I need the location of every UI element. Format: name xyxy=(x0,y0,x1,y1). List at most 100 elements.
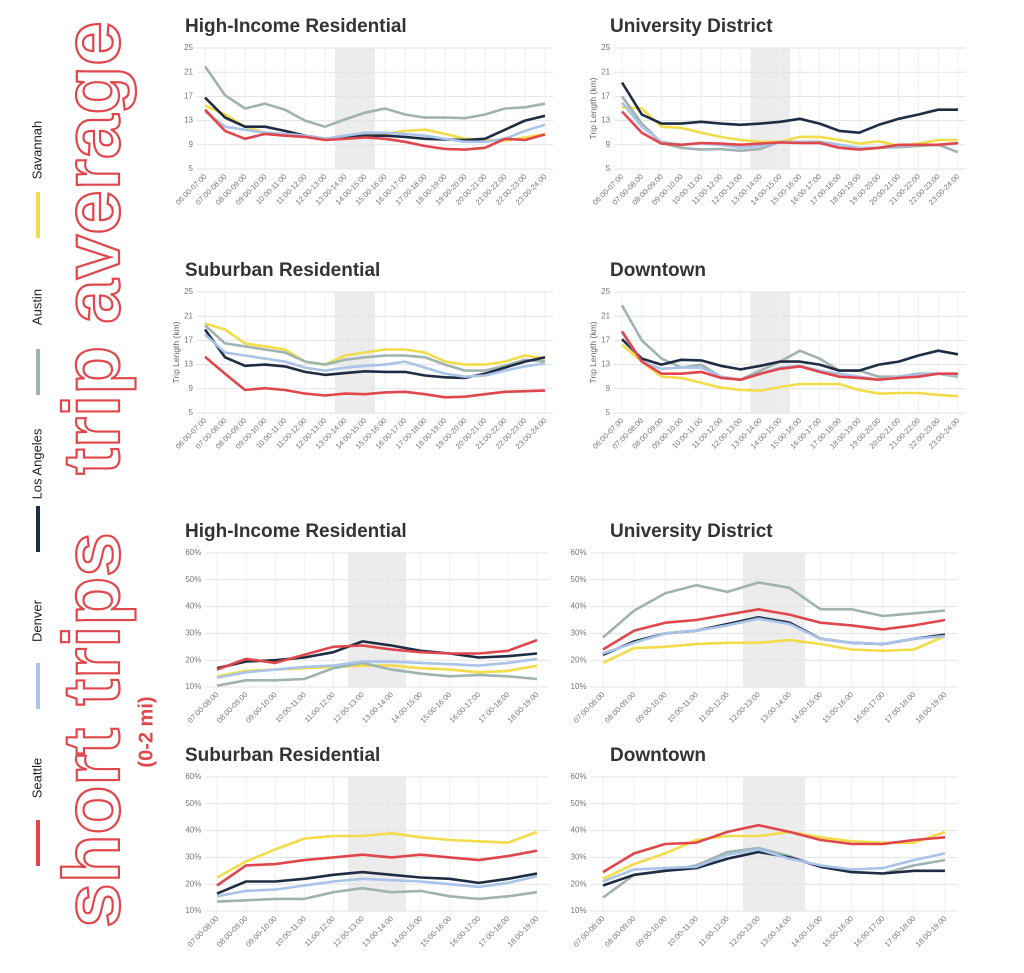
y-tick-label: 13 xyxy=(184,116,193,125)
y-tick-label: 40% xyxy=(185,826,201,835)
series-line xyxy=(216,886,538,903)
series-line xyxy=(204,333,546,378)
x-tick-label: 15:00-16:00 xyxy=(820,690,855,725)
section-title: short trips xyxy=(47,532,136,928)
series-line xyxy=(216,657,538,679)
series-line xyxy=(204,110,546,144)
highlight-band xyxy=(335,48,375,169)
series-line xyxy=(621,110,959,151)
y-tick-label: 40% xyxy=(571,602,587,611)
legend-label: Seattle xyxy=(29,758,44,798)
y-tick-label: 50% xyxy=(185,799,201,808)
chart-title: Downtown xyxy=(610,745,706,766)
series-line xyxy=(216,830,538,879)
x-tick-label: 17:00-18:00 xyxy=(883,914,918,949)
y-tick-label: 50% xyxy=(185,575,201,584)
series-line xyxy=(216,661,538,687)
y-tick-label: 40% xyxy=(571,826,587,835)
series-line xyxy=(621,338,959,372)
y-tick-label: 40% xyxy=(185,602,201,611)
x-tick-label: 18:00-19:00 xyxy=(506,690,541,725)
series-line xyxy=(602,634,946,665)
series-line xyxy=(216,638,538,671)
legend-swatch xyxy=(36,506,40,552)
x-tick-label: 12:00-13:00 xyxy=(727,914,762,949)
legend-swatch xyxy=(36,349,40,395)
section-title: trip average xyxy=(47,21,136,475)
x-tick-label: 09:00-10:00 xyxy=(244,690,279,725)
x-tick-label: 17:00-18:00 xyxy=(883,690,918,725)
x-tick-label: 13:00-14:00 xyxy=(758,914,793,949)
y-tick-label: 13 xyxy=(184,360,193,369)
chart-title: Suburban Residential xyxy=(185,260,380,281)
series-line xyxy=(216,870,538,895)
series-line xyxy=(602,848,946,883)
y-tick-label: 21 xyxy=(601,67,610,76)
chart-title: High-Income Residential xyxy=(185,521,407,542)
y-tick-label: 17 xyxy=(601,336,610,345)
y-tick-label: 10% xyxy=(571,906,587,915)
chart-title: Suburban Residential xyxy=(185,745,380,766)
y-tick-label: 25 xyxy=(601,43,610,52)
x-tick-label: 14:00-15:00 xyxy=(789,914,824,949)
y-tick-label: 13 xyxy=(601,116,610,125)
x-tick-label: 09:00-10:00 xyxy=(634,914,669,949)
x-tick-label: 14:00-15:00 xyxy=(789,690,824,725)
series-line xyxy=(204,355,546,399)
legend-label: Austin xyxy=(29,289,44,325)
legend-label: Los Angeles xyxy=(29,428,44,499)
series-line xyxy=(216,849,538,887)
y-tick-label: 20% xyxy=(185,879,201,888)
x-tick-label: 15:00-16:00 xyxy=(820,914,855,949)
y-tick-label: 20% xyxy=(185,655,201,664)
y-tick-label: 10% xyxy=(571,682,587,691)
y-tick-label: 30% xyxy=(185,629,201,638)
highlight-band xyxy=(750,292,790,413)
chart-title: University District xyxy=(610,521,773,542)
chart-title: High-Income Residential xyxy=(185,16,407,37)
legend-swatch xyxy=(36,663,40,709)
y-tick-label: 30% xyxy=(571,853,587,862)
section-note: (0-2 mi) xyxy=(135,696,157,767)
series-line xyxy=(602,581,946,639)
y-tick-label: 5 xyxy=(606,408,611,417)
y-tick-label: 21 xyxy=(184,311,193,320)
y-tick-label: 60% xyxy=(185,772,201,781)
y-tick-label: 50% xyxy=(571,799,587,808)
y-tick-label: 25 xyxy=(184,43,193,52)
y-tick-label: 9 xyxy=(606,384,611,393)
y-axis-label: Trip Length (km) xyxy=(588,77,598,139)
x-tick-label: 08:00-09:00 xyxy=(603,914,638,949)
y-tick-label: 5 xyxy=(189,408,194,417)
y-tick-label: 30% xyxy=(571,629,587,638)
y-tick-label: 30% xyxy=(185,853,201,862)
y-tick-label: 21 xyxy=(601,311,610,320)
legend-swatch xyxy=(36,192,40,238)
x-tick-label: 07:00-08:00 xyxy=(572,690,607,725)
y-tick-label: 9 xyxy=(189,140,194,149)
series-line xyxy=(602,608,946,651)
y-axis-label: Trip Length (km) xyxy=(588,321,598,383)
y-tick-label: 20% xyxy=(571,655,587,664)
x-tick-label: 18:00-19:00 xyxy=(914,690,949,725)
x-tick-label: 18:00-19:00 xyxy=(914,914,949,949)
highlight-band xyxy=(750,48,790,169)
series-line xyxy=(204,108,546,151)
x-tick-label: 10:00-11:00 xyxy=(665,914,699,948)
x-tick-label: 09:00-10:00 xyxy=(634,690,669,725)
y-tick-label: 10% xyxy=(185,682,201,691)
y-tick-label: 9 xyxy=(606,140,611,149)
legend-label: Savannah xyxy=(29,121,44,180)
y-tick-label: 9 xyxy=(189,384,194,393)
series-line xyxy=(602,823,946,874)
series-line xyxy=(216,874,538,898)
series-line xyxy=(204,324,546,372)
y-tick-label: 60% xyxy=(571,548,587,557)
legend-swatch xyxy=(36,820,40,866)
series-line xyxy=(203,328,546,380)
x-tick-label: 12:00-13:00 xyxy=(727,690,762,725)
series-line xyxy=(620,81,958,134)
legend-label: Denver xyxy=(29,599,44,642)
y-tick-label: 50% xyxy=(571,575,587,584)
